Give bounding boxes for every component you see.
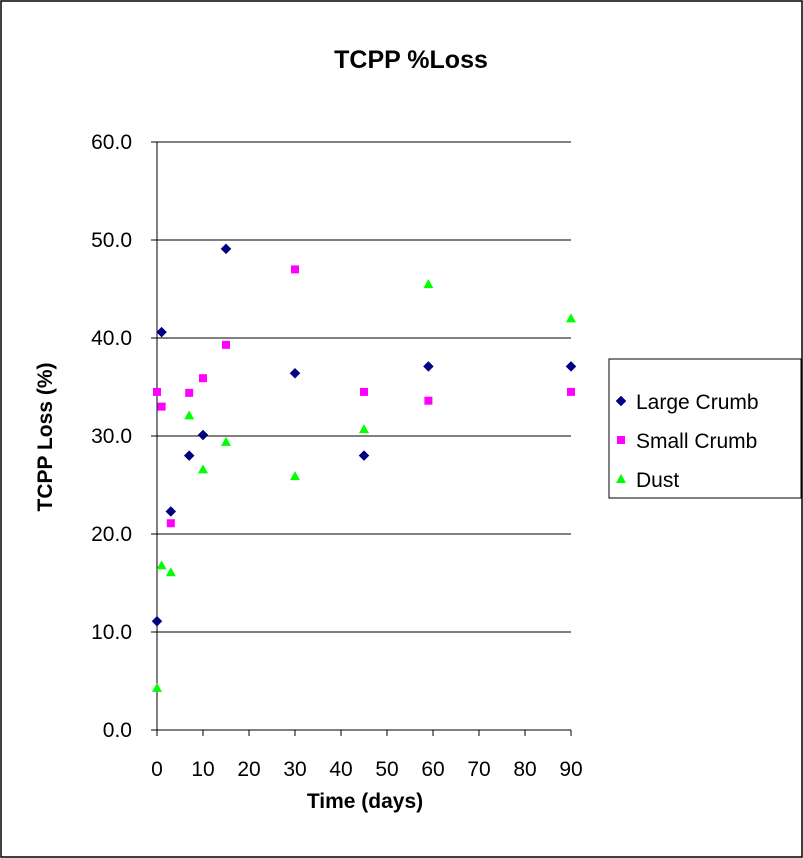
x-tick-label: 50	[375, 758, 398, 781]
legend-label-large-crumb: Large Crumb	[636, 391, 759, 414]
y-tick-label: 30.0	[91, 425, 132, 448]
point-large-crumb-4	[197, 429, 209, 441]
point-dust-6	[290, 471, 300, 481]
tick-labels: 0.0 10.0 20.0 30.0 40.0 50.0 60.0 0 10 20 30 40 50 60…	[91, 131, 583, 781]
point-large-crumb-7	[358, 450, 370, 461]
x-axis-title: Time (days)	[307, 790, 423, 813]
point-small-crumb-4	[199, 374, 207, 383]
point-dust-5	[221, 436, 231, 446]
point-dust-4	[198, 464, 208, 474]
point-dust-2	[165, 567, 176, 577]
legend-marker-small-crumb	[617, 436, 625, 444]
x-tick-label: 90	[559, 758, 582, 781]
x-tick-label: 80	[513, 758, 536, 781]
point-small-crumb-0	[153, 387, 161, 396]
x-tick-label: 30	[283, 758, 306, 781]
point-large-crumb-1	[156, 326, 167, 338]
point-dust-7	[359, 424, 369, 434]
point-small-crumb-9	[567, 387, 575, 396]
point-large-crumb-6	[289, 367, 301, 379]
point-small-crumb-8	[424, 396, 433, 405]
point-small-crumb-7	[360, 387, 368, 396]
x-tick-label: 0	[151, 758, 163, 781]
y-tick-label: 0.0	[103, 719, 132, 742]
gridlines	[157, 141, 571, 633]
point-small-crumb-3	[185, 388, 194, 397]
y-tick-label: 20.0	[91, 523, 132, 546]
x-tick-label: 70	[467, 758, 490, 781]
point-dust-0	[152, 682, 162, 692]
point-small-crumb-6	[291, 265, 299, 274]
legend-marker-dust	[616, 474, 626, 483]
x-tick-label: 60	[421, 758, 444, 781]
y-tick-label: 40.0	[91, 327, 132, 350]
legend-marker-large-crumb	[615, 395, 627, 407]
point-dust-1	[156, 560, 167, 570]
point-large-crumb-5	[220, 243, 232, 255]
point-dust-3	[184, 410, 195, 420]
point-small-crumb-1	[157, 402, 166, 411]
point-small-crumb-5	[222, 340, 230, 349]
data-points	[151, 243, 577, 692]
legend-box	[608, 358, 802, 499]
point-dust-8	[423, 279, 434, 289]
y-tick-label: 10.0	[91, 621, 132, 644]
point-large-crumb-2	[165, 506, 177, 517]
y-tick-label: 50.0	[91, 229, 132, 252]
point-large-crumb-3	[183, 450, 195, 461]
point-dust-9	[566, 313, 576, 323]
legend-label-dust: Dust	[636, 469, 679, 492]
x-tick-label: 40	[329, 758, 352, 781]
legend-label-small-crumb: Small Crumb	[636, 430, 757, 453]
x-tick-label: 10	[191, 758, 214, 781]
point-large-crumb-0	[151, 615, 163, 627]
point-large-crumb-8	[423, 361, 434, 372]
point-large-crumb-9	[565, 361, 577, 372]
x-tick-label: 20	[237, 758, 260, 781]
point-small-crumb-2	[166, 519, 175, 528]
y-tick-label: 60.0	[91, 131, 132, 154]
legend: Large Crumb Small Crumb Dust	[608, 358, 802, 499]
y-axis-title: TCPP Loss (%)	[34, 363, 57, 512]
axes	[151, 141, 572, 736]
chart-title: TCPP %Loss	[334, 46, 488, 74]
